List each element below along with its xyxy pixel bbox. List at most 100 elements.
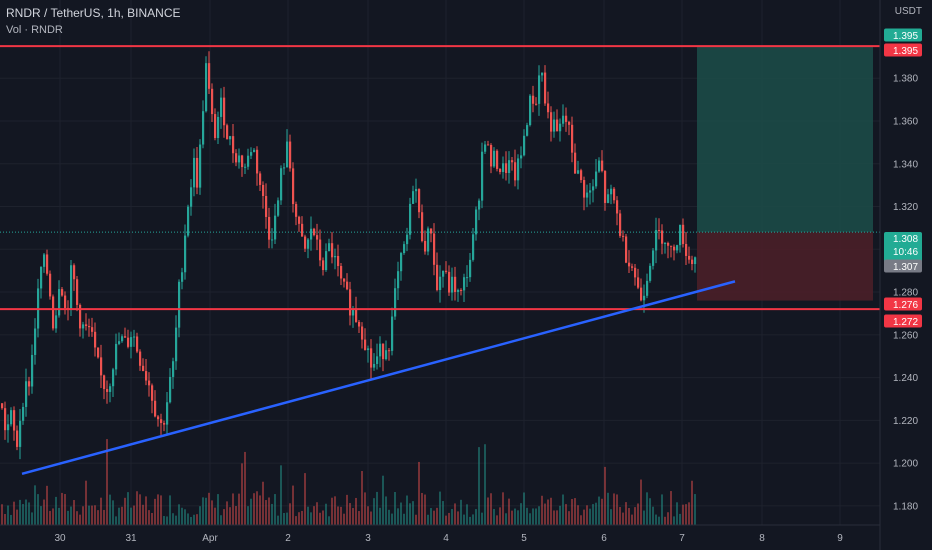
volume-bar: [517, 510, 519, 525]
candle-body: [580, 170, 583, 181]
candle-body: [106, 389, 109, 392]
volume-bar: [370, 511, 372, 525]
candle-body: [202, 111, 205, 145]
candle-body: [382, 343, 385, 360]
volume-bar: [319, 512, 321, 525]
volume-bar: [568, 511, 570, 525]
candle-body: [277, 200, 280, 216]
candle-body: [688, 255, 691, 260]
volume-bar: [127, 492, 129, 525]
candle-body: [568, 121, 571, 125]
candle-body: [496, 150, 499, 169]
x-tick-label: 4: [443, 533, 449, 544]
candle-body: [622, 235, 625, 237]
candle-body: [634, 267, 637, 278]
candle-body: [259, 173, 262, 185]
x-tick-label: 6: [601, 533, 607, 544]
candle-body: [649, 265, 652, 281]
volume-bar: [67, 510, 69, 525]
volume-bar: [661, 494, 663, 525]
volume-bar: [592, 504, 594, 525]
volume-bar: [295, 516, 297, 525]
volume-bar: [457, 511, 459, 525]
candle-body: [346, 281, 349, 290]
candle-body: [388, 350, 391, 352]
volume-bar: [202, 497, 204, 525]
candle-body: [526, 125, 529, 136]
volume-bar: [40, 506, 42, 525]
candle-body: [58, 289, 61, 316]
volume-bar: [406, 495, 408, 525]
volume-bar: [166, 516, 168, 525]
candle-body: [136, 336, 139, 352]
volume-bar: [286, 512, 288, 525]
candle-body: [226, 125, 229, 140]
candle-body: [274, 215, 277, 240]
candle-body: [484, 144, 487, 152]
volume-bar: [64, 494, 66, 525]
volume-bar: [112, 500, 114, 525]
candle-body: [64, 295, 67, 308]
volume-bar: [160, 495, 162, 525]
target-price-text: 1.395: [893, 31, 918, 42]
candle-body: [601, 160, 604, 171]
candle-body: [148, 380, 151, 386]
candle-body: [61, 289, 64, 296]
candle-body: [172, 361, 175, 377]
target-price-tag: [884, 28, 922, 42]
candle-body: [145, 371, 148, 381]
volume-bar: [325, 503, 327, 525]
volume-bar: [580, 515, 582, 525]
candle-body: [667, 243, 670, 246]
volume-bar: [484, 444, 486, 525]
candle-body: [154, 400, 157, 417]
candle-body: [169, 376, 172, 403]
candle-body: [7, 424, 10, 431]
volume-bar: [289, 503, 291, 525]
candle-body: [55, 315, 58, 329]
candle-body: [550, 112, 553, 132]
trend-line: [21, 280, 736, 476]
candle-body: [589, 190, 592, 193]
candle-body: [505, 163, 508, 173]
volume-bar: [73, 500, 75, 525]
candle-body: [328, 243, 331, 252]
volume-bar: [538, 506, 540, 525]
volume-bar: [448, 512, 450, 525]
volume-bar: [562, 494, 564, 525]
candle-body: [133, 336, 136, 338]
volume-bar: [571, 498, 573, 525]
volume-bar: [25, 499, 27, 525]
volume-bar: [52, 508, 54, 525]
volume-bar: [688, 502, 690, 525]
volume-bar: [241, 463, 243, 525]
candle-body: [640, 287, 643, 301]
volume-bar: [676, 502, 678, 525]
candle-body: [577, 170, 580, 174]
volume-bar: [649, 498, 651, 525]
candle-body: [370, 348, 373, 368]
candle-body: [646, 280, 649, 296]
candle-body: [40, 266, 43, 289]
candle-body: [493, 150, 496, 167]
volume-bar: [460, 499, 462, 525]
volume-bar: [415, 514, 417, 525]
candle-body: [463, 277, 466, 291]
candle-body: [631, 266, 634, 268]
candle-body: [439, 276, 442, 291]
volume-bar: [646, 492, 648, 525]
candle-body: [454, 276, 457, 292]
volume-bar: [274, 494, 276, 525]
volume-bar: [154, 498, 156, 525]
volume-bar: [634, 507, 636, 525]
candle-body: [265, 196, 268, 217]
candle-body: [190, 187, 193, 207]
volume-bar: [292, 485, 294, 525]
volume-bar: [427, 514, 429, 525]
candle-body: [310, 228, 313, 240]
candle-body: [547, 103, 550, 113]
volume-bar: [559, 505, 561, 525]
volume-bar: [499, 507, 501, 525]
stop-price-text: 1.276: [893, 300, 918, 311]
